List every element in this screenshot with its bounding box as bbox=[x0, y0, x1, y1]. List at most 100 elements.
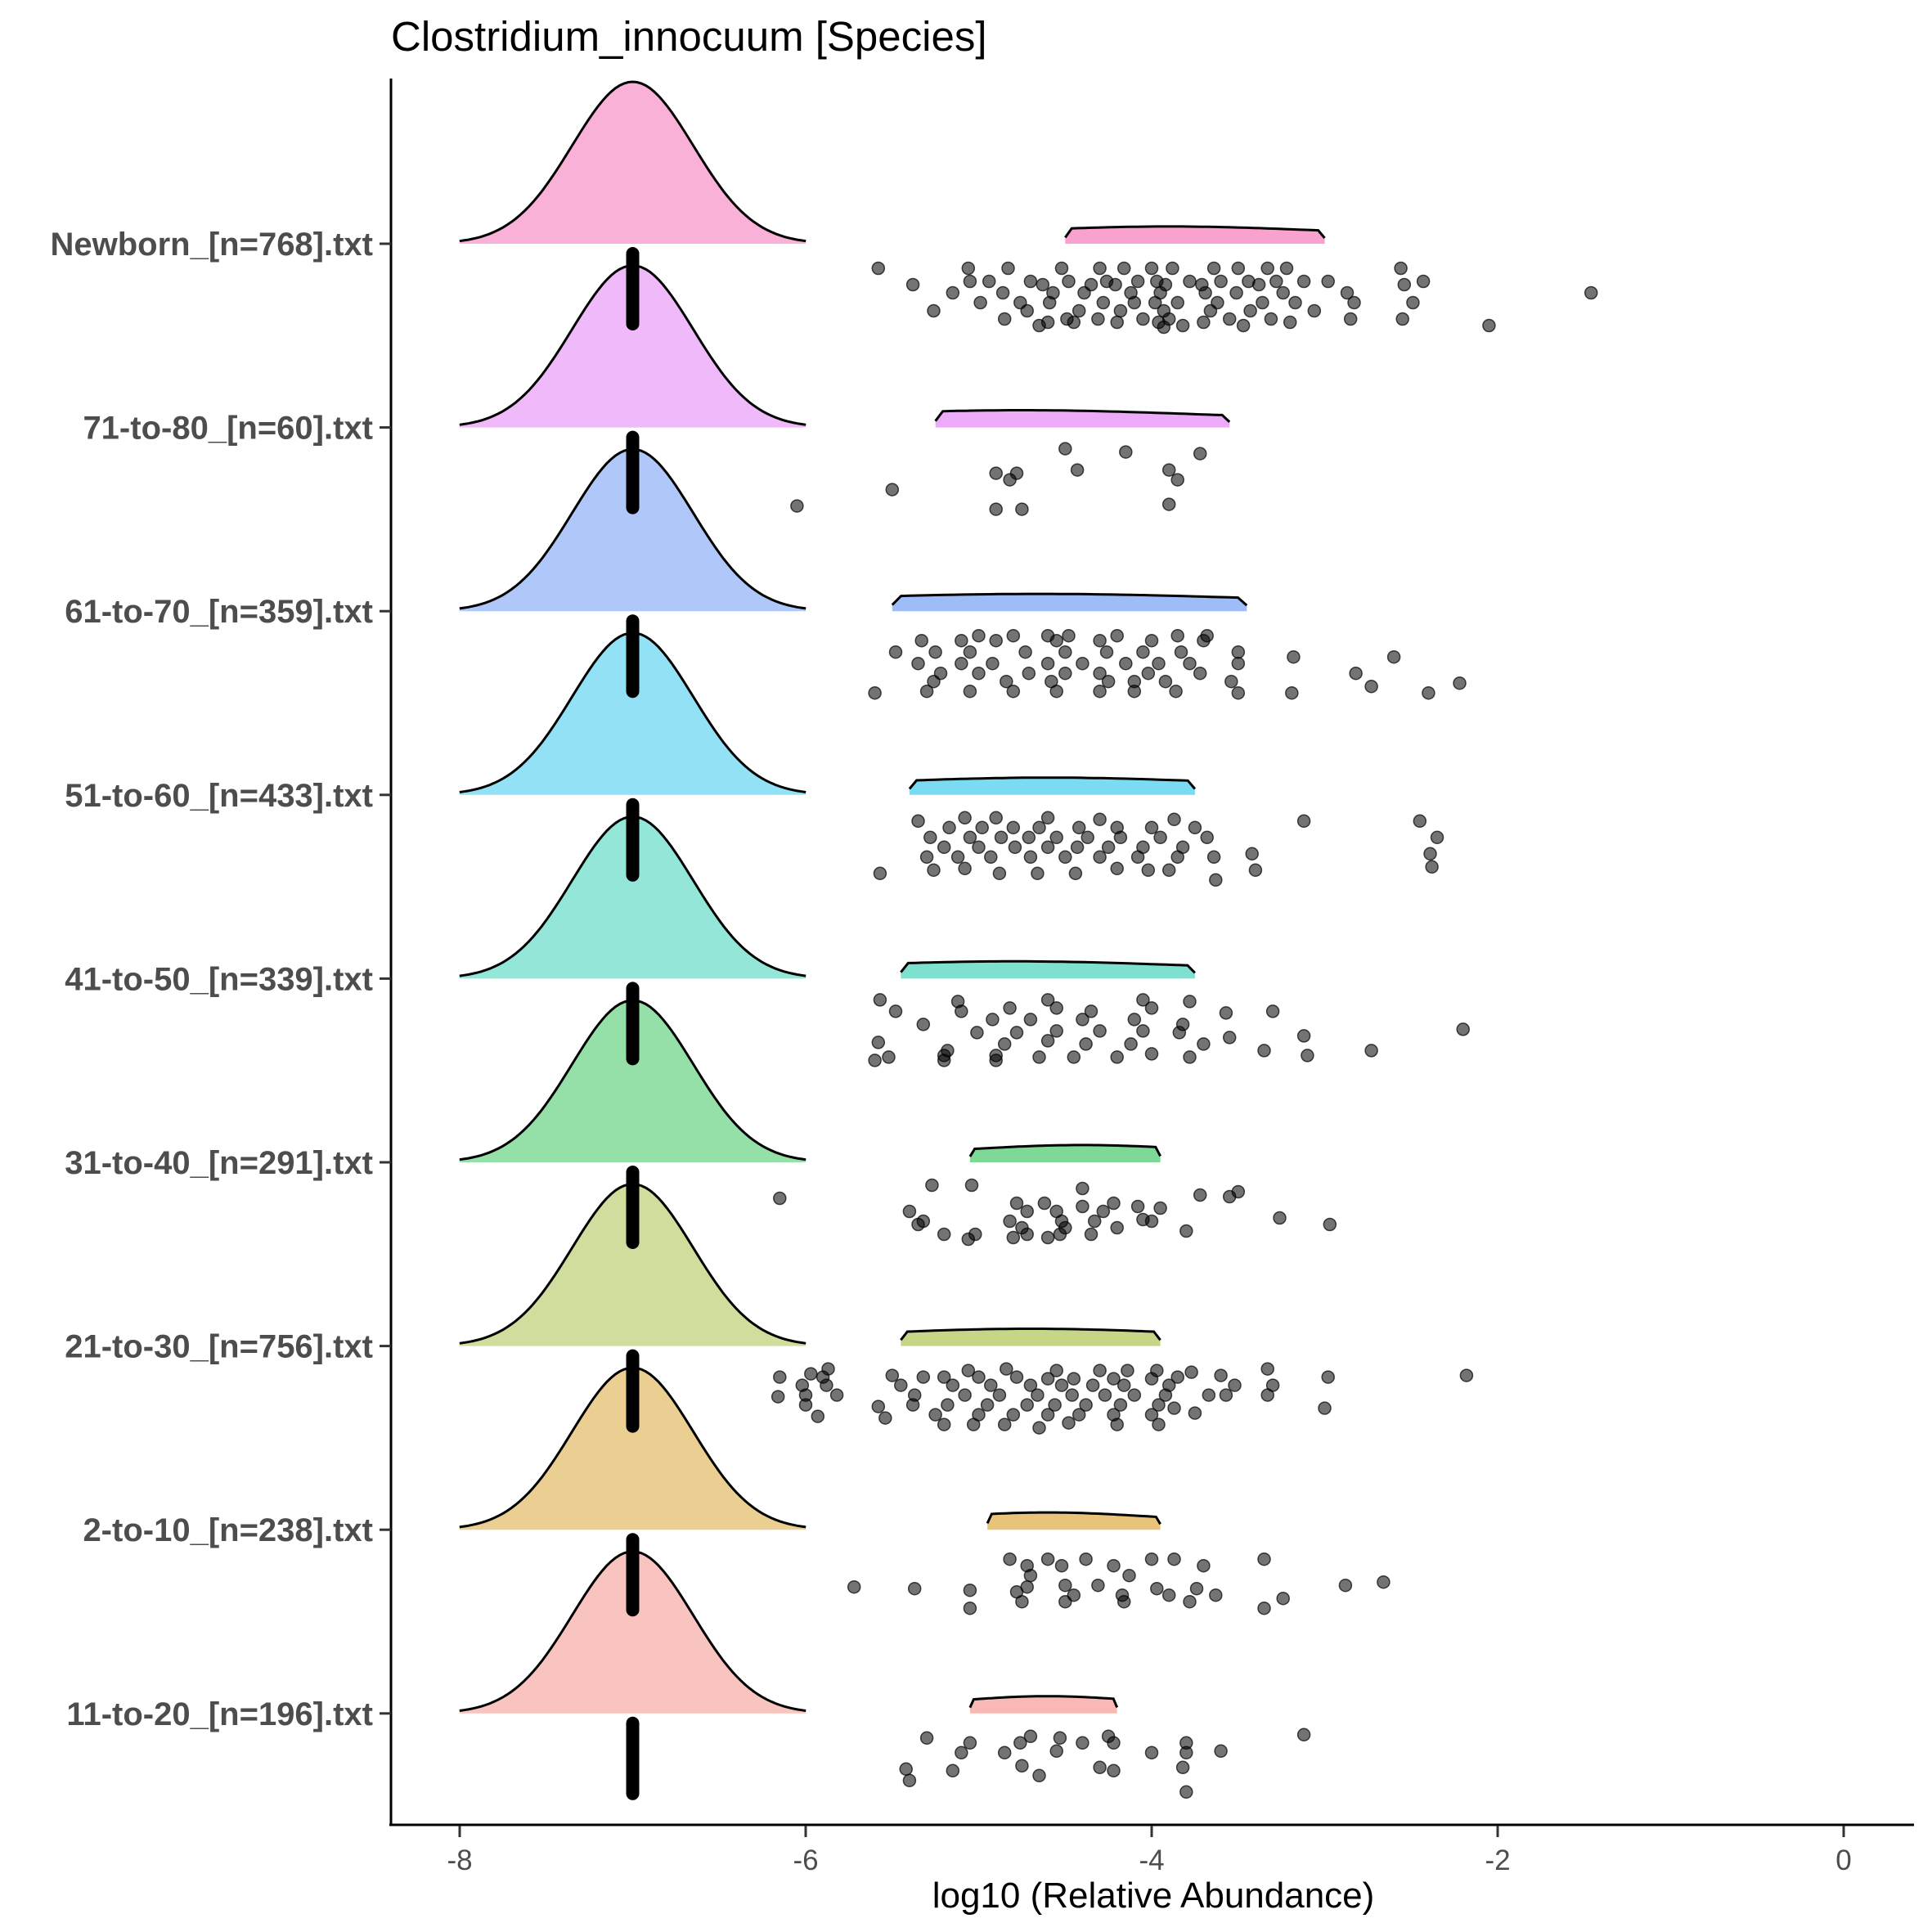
data-point bbox=[937, 1370, 951, 1384]
data-point bbox=[1110, 1220, 1124, 1235]
data-point bbox=[1076, 1181, 1090, 1196]
data-point bbox=[1076, 656, 1090, 671]
nonzero-density-fill bbox=[892, 594, 1247, 612]
density-cloud-fill bbox=[459, 449, 806, 612]
data-point bbox=[1087, 1214, 1102, 1229]
data-point bbox=[1079, 1398, 1093, 1412]
data-point bbox=[1260, 1362, 1274, 1376]
nonzero-density-fill bbox=[969, 1144, 1161, 1162]
data-point bbox=[829, 1388, 844, 1402]
data-point bbox=[1144, 1214, 1159, 1229]
data-point bbox=[1084, 1227, 1099, 1242]
nonzero-density-fill bbox=[901, 1328, 1161, 1346]
data-point bbox=[1070, 463, 1085, 477]
chart-title: Clostridium_innocuum [Species] bbox=[391, 13, 987, 60]
data-point bbox=[1193, 447, 1207, 461]
group-8 bbox=[459, 1366, 1391, 1617]
data-point bbox=[1288, 295, 1302, 310]
data-point bbox=[1054, 1378, 1069, 1392]
data-point bbox=[942, 820, 956, 835]
data-point bbox=[885, 483, 900, 496]
data-point bbox=[1231, 261, 1246, 276]
data-point bbox=[982, 274, 996, 289]
data-point bbox=[1144, 1746, 1159, 1760]
data-point bbox=[1256, 295, 1269, 310]
nonzero-density-fill bbox=[969, 1696, 1117, 1714]
data-point bbox=[1423, 847, 1437, 861]
data-point bbox=[1349, 666, 1363, 681]
data-point bbox=[1228, 1378, 1242, 1392]
data-point bbox=[1107, 1764, 1121, 1778]
data-point bbox=[1206, 261, 1221, 276]
data-point bbox=[1364, 679, 1378, 694]
x-tick-label: -2 bbox=[1485, 1844, 1510, 1876]
group-4 bbox=[459, 631, 1445, 887]
data-point bbox=[919, 850, 934, 865]
data-point bbox=[1257, 1552, 1271, 1566]
data-point bbox=[963, 830, 977, 845]
data-point bbox=[885, 1368, 900, 1382]
data-point bbox=[989, 811, 1003, 825]
data-point bbox=[1264, 312, 1278, 326]
data-point bbox=[1198, 285, 1212, 300]
groups-layer bbox=[459, 80, 1598, 1800]
data-point bbox=[1144, 633, 1159, 648]
group-7 bbox=[459, 1183, 1474, 1435]
data-point bbox=[1296, 814, 1311, 829]
data-point bbox=[1098, 1388, 1112, 1402]
data-point bbox=[994, 830, 1009, 845]
data-point bbox=[1584, 285, 1598, 300]
data-point bbox=[1276, 1591, 1290, 1606]
data-point bbox=[1127, 684, 1142, 699]
data-point bbox=[946, 285, 960, 300]
data-point bbox=[961, 1232, 976, 1247]
data-point bbox=[955, 633, 968, 648]
x-tick-label: 0 bbox=[1835, 1844, 1851, 1876]
data-point bbox=[1032, 1050, 1046, 1064]
data-point bbox=[1023, 1013, 1038, 1027]
data-point bbox=[984, 1378, 998, 1392]
data-point bbox=[970, 1026, 984, 1040]
data-point bbox=[1200, 830, 1214, 845]
data-point bbox=[1307, 303, 1322, 318]
data-point bbox=[1040, 1230, 1055, 1245]
data-point bbox=[1279, 261, 1294, 276]
data-point bbox=[1170, 1370, 1184, 1384]
data-point bbox=[997, 1418, 1012, 1431]
density-cloud-outline bbox=[459, 80, 806, 243]
data-point bbox=[1067, 1050, 1081, 1064]
y-tick-label: 41-to-50_[n=339].txt bbox=[65, 961, 373, 997]
data-point bbox=[1062, 274, 1076, 289]
data-point bbox=[1032, 820, 1046, 835]
data-point bbox=[1058, 666, 1072, 681]
data-point bbox=[1122, 1568, 1136, 1583]
data-point bbox=[1032, 1421, 1046, 1435]
data-point bbox=[1049, 633, 1063, 648]
data-point bbox=[1188, 1406, 1202, 1420]
data-point bbox=[1170, 850, 1184, 865]
data-point bbox=[1340, 285, 1355, 300]
data-point bbox=[1229, 285, 1243, 300]
data-point bbox=[916, 1018, 931, 1031]
data-point bbox=[1144, 1552, 1159, 1566]
data-point bbox=[790, 499, 804, 513]
data-point bbox=[1084, 1004, 1099, 1018]
data-point bbox=[946, 1378, 960, 1392]
data-point bbox=[963, 274, 977, 289]
data-point bbox=[1347, 295, 1361, 310]
data-point bbox=[847, 1579, 861, 1594]
data-point bbox=[1000, 1362, 1013, 1376]
data-point bbox=[1070, 840, 1085, 855]
data-point bbox=[1257, 1044, 1271, 1058]
data-point bbox=[1197, 1037, 1211, 1051]
data-point bbox=[1108, 277, 1122, 292]
data-point bbox=[1251, 277, 1266, 292]
data-point bbox=[1113, 1398, 1128, 1412]
data-point bbox=[1023, 274, 1038, 289]
data-point bbox=[992, 866, 1007, 881]
data-point bbox=[1003, 473, 1017, 487]
data-point bbox=[1323, 1217, 1337, 1232]
data-point bbox=[1037, 1196, 1052, 1211]
data-point bbox=[1179, 1746, 1193, 1760]
